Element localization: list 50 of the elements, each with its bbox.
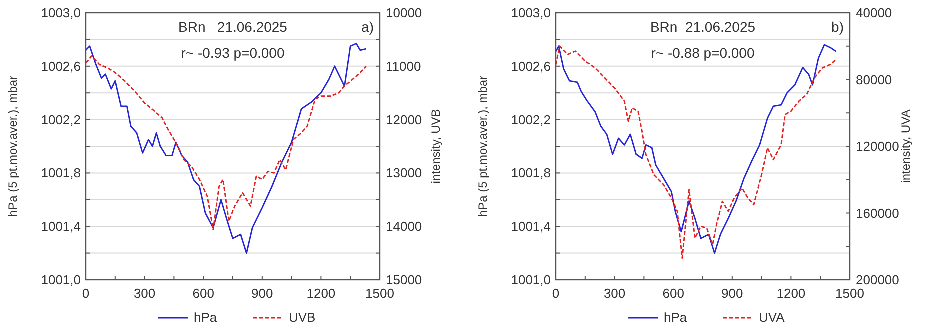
y2-tick-label: 200000 xyxy=(856,272,900,288)
y2-tick-label: 13000 xyxy=(386,166,422,181)
y-tick-label: 1001,8 xyxy=(511,166,551,181)
y2-axis-title: intensity, UVA xyxy=(899,110,913,184)
y2-tick-label: 14000 xyxy=(386,219,422,234)
annotation: b) xyxy=(832,19,844,35)
y-axis-title: hPa (5 pt.mov.aver.), mbar xyxy=(6,76,20,218)
y2-tick-label: 120000 xyxy=(856,139,900,154)
y-tick-label: 1002,2 xyxy=(511,112,551,128)
y-axis-title: hPa (5 pt.mov.aver.), mbar xyxy=(476,76,490,218)
y2-tick-label: 11000 xyxy=(386,58,422,74)
y-tick-label: 1001,0 xyxy=(41,272,81,288)
x-tick-label: 600 xyxy=(192,286,214,301)
x-tick-label: 0 xyxy=(552,286,560,301)
annotation: r~ -0.88 p=0.000 xyxy=(651,45,755,61)
legend-label: hPa xyxy=(194,310,218,325)
y-tick-label: 1003,0 xyxy=(41,6,81,20)
line-series xyxy=(85,43,367,254)
y2-axis-title: intensity, UVB xyxy=(429,109,443,184)
y-tick-label: 1001,4 xyxy=(511,219,551,234)
chart-title: BRn 21.06.2025 xyxy=(178,19,288,35)
x-tick-label: 1200 xyxy=(306,286,336,301)
x-tick-label: 900 xyxy=(252,286,274,301)
x-tick-label: 300 xyxy=(604,286,626,301)
x-tick-label: 300 xyxy=(134,286,156,301)
y-tick-label: 1001,0 xyxy=(511,272,551,288)
y-tick-label: 1001,8 xyxy=(41,166,81,181)
x-tick-label: 1200 xyxy=(776,286,806,301)
annotation: r~ -0.93 p=0.000 xyxy=(181,45,285,61)
annotation: a) xyxy=(362,19,374,35)
y2-tick-label: 40000 xyxy=(856,6,892,20)
x-tick-label: 1500 xyxy=(836,286,864,301)
y2-tick-label: 80000 xyxy=(856,72,892,88)
x-tick-label: 600 xyxy=(662,286,684,301)
chart-title: BRn 21.06.2025 xyxy=(650,19,756,35)
y-tick-label: 1002,6 xyxy=(511,58,551,74)
y2-tick-label: 10000 xyxy=(386,6,422,20)
y2-tick-label: 15000 xyxy=(386,272,422,288)
legend-label: hPa xyxy=(664,310,688,325)
y-tick-label: 1002,6 xyxy=(41,58,81,74)
y-tick-label: 1002,2 xyxy=(41,112,81,128)
legend-label: UVB xyxy=(289,310,316,325)
legend-label: UVA xyxy=(759,310,786,325)
y2-tick-label: 12000 xyxy=(386,112,422,128)
x-tick-label: 1500 xyxy=(366,286,394,301)
x-tick-label: 0 xyxy=(82,286,90,301)
x-tick-label: 900 xyxy=(722,286,744,301)
y-tick-label: 1001,4 xyxy=(41,219,81,234)
y2-tick-label: 160000 xyxy=(856,206,900,221)
y-tick-label: 1003,0 xyxy=(511,6,551,20)
